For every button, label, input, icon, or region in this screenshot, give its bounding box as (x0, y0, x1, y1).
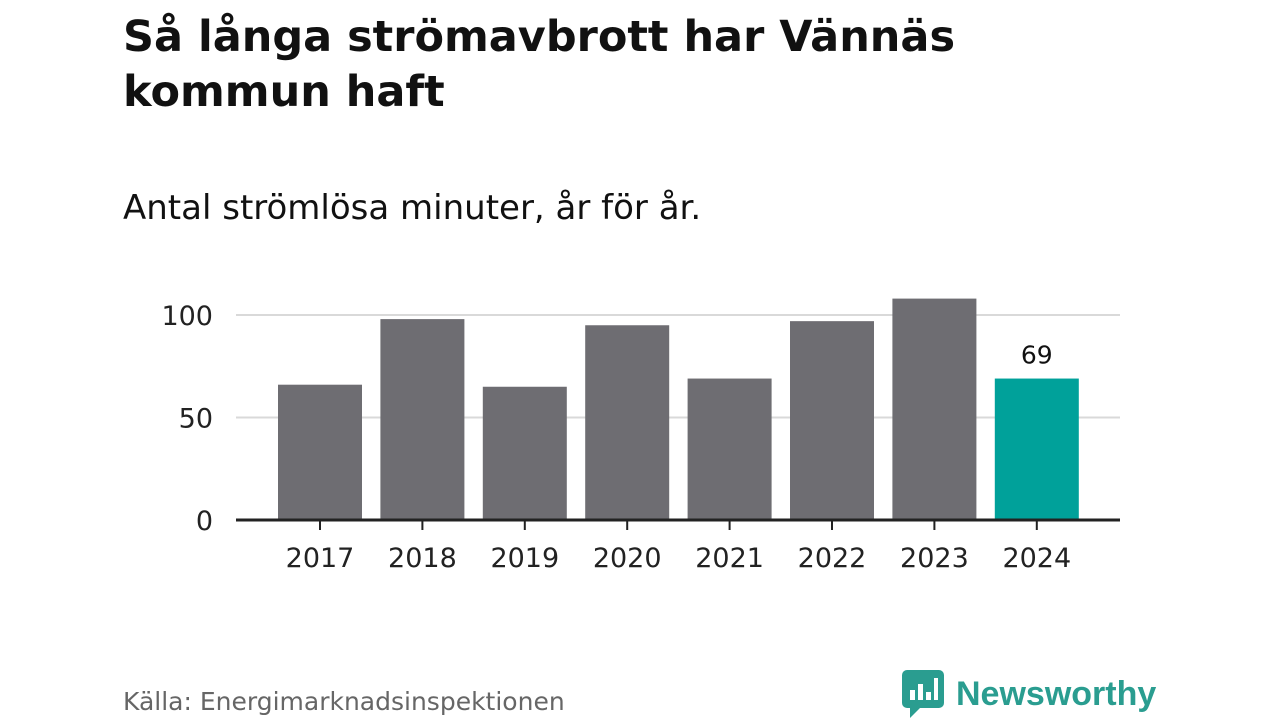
chart-title: Så långa strömavbrott har Vännäs kommun … (123, 12, 956, 117)
y-tick-label: 0 (196, 506, 213, 537)
x-tick-label: 2022 (798, 543, 867, 574)
gridlines (236, 314, 1120, 419)
data-labels: 69 (1021, 341, 1053, 370)
chart-subtitle: Antal strömlösa minuter, år för år. (123, 188, 702, 228)
x-tick-label: 2019 (490, 543, 559, 574)
brand-logo: Newsworthy (902, 670, 1156, 718)
bar-2019 (482, 386, 567, 520)
bar-2024 (994, 378, 1079, 520)
newsworthy-logo-icon (902, 670, 944, 718)
bar-2020 (585, 325, 670, 520)
x-tick-label: 2020 (593, 543, 662, 574)
data-label: 69 (1021, 341, 1053, 370)
y-tick-label: 50 (179, 404, 213, 435)
x-tick-label: 2018 (388, 543, 457, 574)
brand-name: Newsworthy (956, 674, 1157, 713)
x-tick-label: 2023 (900, 543, 969, 574)
x-tick-label: 2017 (286, 543, 355, 574)
axes: 0 50 100 2017 2018 2019 2020 2021 2022 2023 2024 (161, 301, 1120, 574)
bar-2023 (892, 298, 977, 520)
x-tick-label: 2024 (1002, 543, 1071, 574)
bar-2022 (790, 321, 874, 520)
bar-2021 (687, 378, 772, 520)
bar-2017 (278, 384, 362, 520)
x-tick-label: 2021 (695, 543, 764, 574)
y-tick-label: 100 (161, 301, 213, 332)
source-note: Källa: Energimarknadsinspektionen (123, 687, 565, 716)
bars (278, 298, 1079, 520)
bar-2018 (380, 319, 465, 520)
